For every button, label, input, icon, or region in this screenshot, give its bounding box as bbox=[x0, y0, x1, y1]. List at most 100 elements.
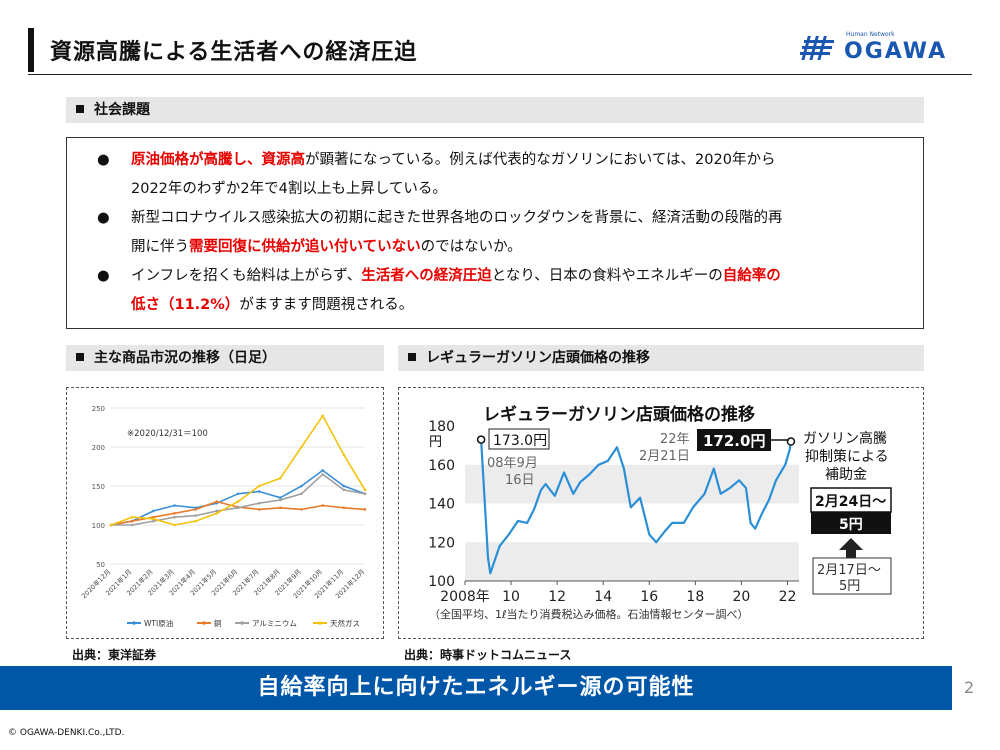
y-tick-label: 180 bbox=[428, 419, 455, 435]
commodity-chart: 50 100 150 200 250 2020年12月2021年1月2021年2月202… bbox=[79, 405, 367, 628]
peak-value: 173.0円 bbox=[493, 433, 547, 449]
square-bullet-icon bbox=[76, 105, 84, 113]
gasoline-heading-label: レギュラーガソリン店頭価格の推移 bbox=[426, 350, 650, 366]
issue-line: 新型コロナウイルス感染拡大の初期に起きた世界各地のロックダウンを背景に、経済活動… bbox=[131, 204, 897, 233]
y-tick-label: 140 bbox=[428, 497, 455, 513]
data-point bbox=[257, 501, 261, 505]
square-bullet-icon bbox=[76, 353, 84, 361]
data-point bbox=[342, 484, 346, 488]
data-point bbox=[342, 453, 346, 457]
data-point bbox=[130, 519, 134, 523]
x-tick-label: 10 bbox=[502, 589, 520, 605]
grid bbox=[111, 407, 365, 565]
bands bbox=[465, 464, 799, 582]
ogawa-logo: Human Network OGAWA bbox=[800, 31, 947, 64]
gasoline-source: 出典：時事ドットコムニュース bbox=[404, 648, 572, 662]
data-point bbox=[130, 523, 134, 527]
chart-note: ※2020/12/31＝100 bbox=[127, 429, 208, 439]
data-point bbox=[321, 469, 324, 472]
latest-value: 172.0円 bbox=[703, 432, 765, 450]
legend-marker bbox=[240, 621, 244, 625]
conclusion-banner: 自給率向上に向けたエネルギー源の可能性 bbox=[0, 666, 952, 710]
commodity-source: 出典：東洋証券 bbox=[72, 648, 157, 662]
commodity-heading-label: 主な商品市況の推移（日足） bbox=[94, 350, 276, 366]
peak-marker bbox=[476, 435, 486, 444]
commodity-heading: 主な商品市況の推移（日足） bbox=[66, 345, 384, 371]
issue-line: 原油価格が高騰し、資源高が顕著になっている。例えば代表的なガソリンにおいては、2… bbox=[131, 146, 897, 175]
y-ticks: 50 100 150 200 250 bbox=[92, 405, 105, 569]
issue-text: 新型コロナウイルス感染拡大の初期に起きた世界各地のロックダウンを背景に、経済活動… bbox=[131, 210, 783, 226]
issue-text: 開に伴う bbox=[131, 239, 189, 255]
data-point bbox=[236, 506, 240, 510]
data-point bbox=[152, 509, 155, 513]
y-tick-label: 120 bbox=[428, 535, 455, 551]
legend-label: WTI原油 bbox=[144, 618, 173, 628]
y-tick-label: 100 bbox=[92, 522, 105, 530]
issue-line: 開に伴う需要回復に供給が追い付いていないのではないか。 bbox=[131, 233, 897, 262]
issue-line: 低さ（11.2%）がますます問題視される。 bbox=[131, 291, 897, 320]
bullet-icon: ● bbox=[97, 268, 110, 284]
peak-date-2: 16日 bbox=[505, 473, 535, 488]
data-point bbox=[321, 473, 324, 476]
data-point bbox=[342, 506, 346, 510]
subsidy-title-2: 抑制策による bbox=[805, 448, 889, 465]
data-point bbox=[300, 484, 303, 488]
y-tick-label: 150 bbox=[92, 483, 105, 491]
issue-item-2: ● 新型コロナウイルス感染拡大の初期に起きた世界各地のロックダウンを背景に、経済… bbox=[97, 204, 897, 262]
data-point bbox=[236, 500, 240, 503]
copyright: © OGAWA-DENKI.Co.,LTD. bbox=[8, 728, 125, 738]
issue-highlight: 自給率の bbox=[722, 268, 781, 284]
old-subsidy-box bbox=[812, 557, 892, 595]
page-number: 2 bbox=[964, 678, 975, 697]
data-point bbox=[279, 506, 282, 510]
data-point bbox=[109, 523, 113, 527]
title-accent-bar bbox=[28, 28, 34, 72]
issue-item-3: ● インフレを招くも給料は上がらず、生活者への経済圧迫となり、日本の食料やエネル… bbox=[97, 262, 897, 320]
data-point bbox=[173, 512, 176, 515]
data-point bbox=[342, 488, 346, 492]
x-tick-label: 18 bbox=[686, 589, 704, 605]
series-line bbox=[110, 469, 366, 526]
data-point bbox=[300, 508, 303, 511]
data-point bbox=[215, 500, 219, 503]
data-point bbox=[321, 504, 324, 507]
logo-name: OGAWA bbox=[844, 39, 947, 64]
legend-marker bbox=[318, 621, 322, 625]
data-point bbox=[363, 488, 367, 492]
issues-heading: 社会課題 bbox=[66, 97, 924, 123]
issues-box: ● 原油価格が高騰し、資源高が顕著になっている。例えば代表的なガソリンにおいては… bbox=[66, 137, 924, 329]
y-tick-label: 50 bbox=[96, 561, 105, 569]
series-line bbox=[476, 435, 796, 575]
chart-footnote: （全国平均、1ℓ当たり消費税込み価格。石油情報センター調べ） bbox=[429, 607, 749, 621]
peak-value-box bbox=[488, 428, 550, 450]
gasoline-chart: 100 120 140 160 180 2008年 10 12 14 16 18 20 22 レギュラ… bbox=[428, 404, 892, 621]
data-point bbox=[173, 504, 176, 507]
commodity-chart-frame: 50 100 150 200 250 2020年12月 2021年1月 2021年2月 202… bbox=[66, 387, 384, 639]
bullet-icon: ● bbox=[97, 210, 110, 226]
issue-highlight: 需要回復に供給が追い付いていない bbox=[189, 239, 421, 255]
series-lines bbox=[109, 414, 367, 527]
square-bullet-icon bbox=[408, 353, 416, 361]
x-ticks: 2020年12月2021年1月2021年2月2021年3月2021年4月2021… bbox=[79, 567, 366, 600]
latest-value-box bbox=[697, 429, 771, 451]
new-subsidy-date-box bbox=[810, 487, 892, 513]
issue-text: となり、日本の食料やエネルギーの bbox=[491, 268, 723, 284]
y-tick-label: 200 bbox=[92, 444, 105, 452]
data-point bbox=[257, 484, 261, 488]
issue-highlight: 生活者への経済圧迫 bbox=[361, 268, 492, 284]
data-point bbox=[194, 519, 197, 523]
legend-label: 天然ガス bbox=[330, 618, 360, 628]
data-point bbox=[173, 523, 176, 527]
data-point bbox=[321, 414, 324, 418]
y-ticks: 100 120 140 160 180 bbox=[428, 419, 455, 590]
issue-line: インフレを招くも給料は上がらず、生活者への経済圧迫となり、日本の食料やエネルギー… bbox=[131, 262, 897, 291]
data-point bbox=[279, 496, 282, 499]
legend-marker bbox=[202, 621, 206, 625]
y-tick-label: 160 bbox=[428, 458, 455, 474]
y-unit: 円 bbox=[429, 435, 442, 450]
subsidy-title-1: ガソリン高騰 bbox=[803, 430, 887, 447]
peak-date: 08年9月 bbox=[487, 456, 538, 471]
latest-date: 2月21日 bbox=[639, 449, 690, 464]
issue-text: 2022年のわずか2年で4割以上も上昇している。 bbox=[131, 181, 447, 197]
latest-year: 22年 bbox=[660, 432, 690, 447]
